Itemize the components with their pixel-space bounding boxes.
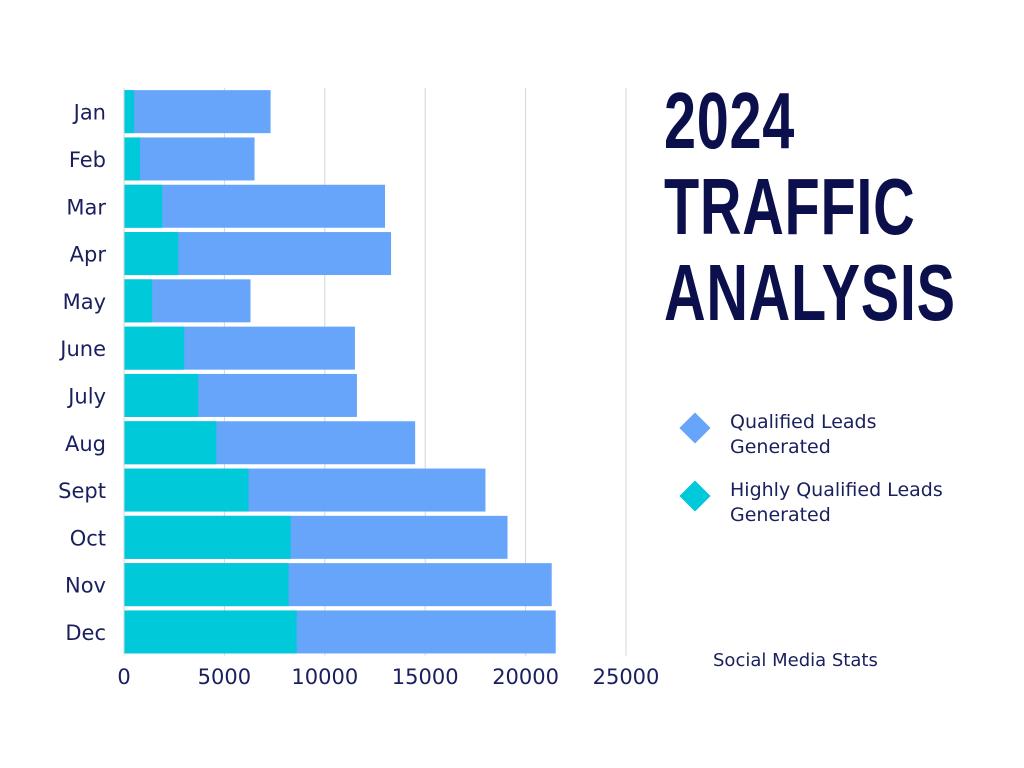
y-tick-label: Sept: [58, 479, 106, 503]
bar-qualified-feb: [124, 137, 255, 181]
y-tick-label: Jan: [72, 101, 106, 125]
bar-highly-qualified-june: [124, 326, 185, 370]
y-tick-label: Feb: [69, 148, 106, 172]
bar-qualified-mar: [124, 184, 386, 228]
y-tick-label: Mar: [66, 195, 106, 219]
x-tick-label: 25000: [593, 665, 660, 689]
bar-highly-qualified-apr: [124, 232, 179, 276]
x-tick-label: 15000: [392, 665, 459, 689]
bar-highly-qualified-dec: [124, 610, 297, 654]
y-tick-label: May: [63, 290, 106, 314]
bar-highly-qualified-feb: [124, 137, 141, 181]
x-tick-label: 20000: [492, 665, 559, 689]
bar-highly-qualified-oct: [124, 515, 291, 559]
y-tick-label: June: [58, 337, 106, 361]
bar-highly-qualified-aug: [124, 421, 217, 465]
y-tick-label: Oct: [70, 526, 106, 550]
bar-highly-qualified-sept: [124, 468, 249, 512]
y-tick-label: July: [66, 384, 106, 408]
y-tick-label: Dec: [65, 621, 106, 645]
legend-label-qualified: Qualified Leads Generated: [730, 411, 877, 458]
y-tick-label: Apr: [70, 243, 107, 267]
title-line-analysis: ANALYSIS: [664, 248, 956, 337]
bar-highly-qualified-mar: [124, 184, 163, 228]
title-line-year: 2024: [664, 76, 796, 165]
bar-highly-qualified-jan: [124, 90, 135, 134]
x-tick-label: 5000: [198, 665, 251, 689]
bar-highly-qualified-july: [124, 373, 199, 417]
legend-label-highly-qualified: Highly Qualified Leads Generated: [730, 479, 943, 526]
bar-highly-qualified-may: [124, 279, 153, 323]
x-tick-label: 10000: [291, 665, 358, 689]
y-tick-label: Nov: [65, 574, 106, 598]
bar-qualified-jan: [124, 90, 271, 134]
chart-title: 2024 TRAFFIC ANALYSIS: [664, 78, 956, 336]
title-line-traffic: TRAFFIC: [664, 162, 916, 251]
bar-highly-qualified-nov: [124, 563, 289, 607]
subtitle: Social Media Stats: [713, 650, 878, 671]
x-tick-label: 0: [117, 665, 130, 689]
y-tick-label: Aug: [65, 432, 106, 456]
